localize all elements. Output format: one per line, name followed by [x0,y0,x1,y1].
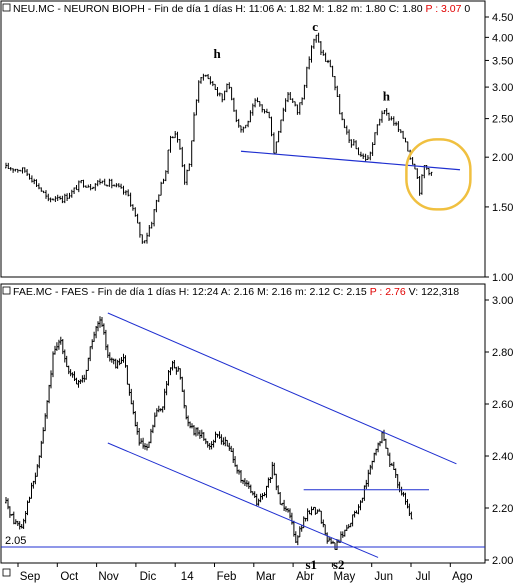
bottom-panel-frame [0,283,486,564]
bottom-mm: m: 2.12 [295,286,330,298]
top-a: A: 1.82 [277,3,310,15]
top-header-check-icon[interactable] [2,3,11,12]
bottom-price-series [5,316,413,550]
top-neckline [240,150,461,171]
x-tick-label: Jun [374,571,393,583]
x-tick-label: Mar [256,571,276,583]
x-tick-label: Sep [20,571,40,583]
top-annotation-label: c [312,19,318,34]
x-tick-label: Dic [140,571,157,583]
bottom-annotation-label: s1 [306,557,318,572]
top-mm: m: 1.80 [351,3,386,15]
bottom-m: M: 2.16 [257,286,292,298]
top-y-tick-label: 2.00 [492,152,513,164]
bottom-support-label: 2.05 [5,535,26,547]
bottom-channel-upper [107,312,457,465]
top-overlays: h c h [214,19,472,211]
x-axis: Sep Oct Nov Dic 14 Feb Mar Abr May Jun Jul Ago [2,563,473,583]
top-annotation-label: h [383,88,391,103]
bottom-y-tick-label: 2.00 [492,555,513,567]
top-y-tick-label: 1.00 [492,272,513,284]
bottom-y-tick-label: 2.60 [492,399,513,411]
top-header: NEU.MC - NEURON BIOPH - Fin de día 1 día… [2,3,470,15]
bottom-h: H: 12:24 [179,286,219,298]
x-tick-label: Abr [296,571,314,583]
x-axis-scroll-icon[interactable] [2,568,11,577]
bottom-v: V: 122,318 [409,286,460,298]
bottom-y-tick-label: 2.80 [492,347,513,359]
top-m: M: 1.82 [313,3,348,15]
top-symbol: NEU.MC - NEURON BIOPH [13,3,145,15]
top-period: Fin de día 1 días [154,3,232,15]
bottom-overlays: 2.05 s1 s2 [1,312,485,572]
top-ohlc-bars [5,32,433,244]
bottom-header-check-icon[interactable] [2,286,11,295]
bottom-y-tick-label: 2.20 [492,503,513,515]
top-last-value: 0 [464,3,470,15]
top-y-axis: 4.50 4.00 3.50 3.00 2.50 2.00 1.50 1.00 [485,12,513,284]
top-y-tick-label: 3.00 [492,82,513,94]
bottom-c: C: 2.15 [333,286,367,298]
x-tick-label: Ago [452,571,472,583]
top-y-tick-label: 1.50 [492,202,513,214]
top-annotation-label: h [214,46,222,61]
top-c: C: 1.80 [389,3,423,15]
top-y-tick-label: 4.00 [492,32,513,44]
svg-text:NEU.MC - NEURON BIOPH -: NEU.MC - NEURON BIOPH - Fin de día 1 día… [13,3,470,15]
top-y-tick-label: 4.50 [492,12,513,24]
top-panel-frame [0,0,486,278]
x-tick-label: May [334,571,356,583]
bottom-y-tick-label: 2.40 [492,451,513,463]
bottom-p: P : 2.76 [370,286,406,298]
x-tick-label: Feb [217,571,237,583]
x-tick-label: Oct [60,571,79,583]
bottom-channel-lower [107,442,379,558]
top-y-tick-label: 3.50 [492,55,513,67]
top-highlight-circle [405,138,472,211]
bottom-header: FAE.MC - FAES - Fin de día 1 días H: 12:… [2,286,459,298]
x-tick-label: 14 [181,571,194,583]
svg-text:FAE.MC - FAES -: FAE.MC - FAES - Fin de día 1 días H: 12:… [13,286,459,298]
bottom-y-tick-label: 3.00 [492,295,513,307]
top-y-tick-label: 2.50 [492,114,513,126]
bottom-y-axis: 3.00 2.80 2.60 2.40 2.20 2.00 [485,295,513,567]
bottom-symbol: FAE.MC - FAES [13,286,88,298]
bottom-a: A: 2.16 [221,286,254,298]
bottom-period: Fin de día 1 días [98,286,176,298]
x-tick-label: Nov [98,571,119,583]
top-h: H: 11:06 [235,3,274,15]
top-price-series [5,32,433,244]
x-tick-label: Jul [416,571,431,583]
top-p: P : 3.07 [425,3,461,15]
bottom-annotation-label: s2 [333,557,345,572]
bottom-ohlc-bars [5,316,413,550]
